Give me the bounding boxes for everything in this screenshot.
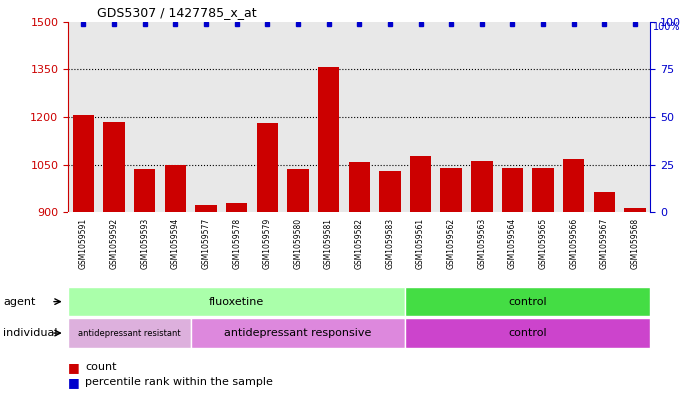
- Text: GSM1059561: GSM1059561: [416, 218, 425, 269]
- Bar: [104, 122, 125, 212]
- Text: GSM1059583: GSM1059583: [385, 218, 394, 269]
- Text: antidepressant resistant: antidepressant resistant: [78, 329, 180, 338]
- Text: 100%: 100%: [653, 22, 681, 31]
- Text: fluoxetine: fluoxetine: [209, 297, 264, 307]
- Text: GDS5307 / 1427785_x_at: GDS5307 / 1427785_x_at: [97, 6, 257, 19]
- Text: percentile rank within the sample: percentile rank within the sample: [85, 377, 273, 387]
- Text: control: control: [509, 328, 547, 338]
- Bar: [405, 287, 650, 316]
- Bar: [410, 156, 431, 212]
- Text: GSM1059568: GSM1059568: [631, 218, 639, 269]
- Bar: [349, 162, 370, 212]
- Text: GSM1059562: GSM1059562: [447, 218, 456, 269]
- Bar: [226, 203, 247, 212]
- Text: count: count: [85, 362, 116, 373]
- Bar: [68, 287, 405, 316]
- Bar: [68, 318, 191, 348]
- Text: GSM1059579: GSM1059579: [263, 218, 272, 269]
- Bar: [624, 208, 646, 212]
- Bar: [471, 161, 492, 212]
- Text: ■: ■: [68, 376, 80, 389]
- Text: GSM1059567: GSM1059567: [600, 218, 609, 269]
- Bar: [287, 169, 308, 212]
- Bar: [191, 318, 405, 348]
- Bar: [318, 67, 339, 212]
- Bar: [563, 159, 584, 212]
- Text: GSM1059591: GSM1059591: [79, 218, 88, 269]
- Bar: [379, 171, 400, 212]
- Text: GSM1059592: GSM1059592: [110, 218, 118, 269]
- Text: control: control: [509, 297, 547, 307]
- Text: GSM1059578: GSM1059578: [232, 218, 241, 269]
- Bar: [502, 168, 523, 212]
- Bar: [195, 205, 217, 212]
- Text: GSM1059577: GSM1059577: [202, 218, 210, 269]
- Text: GSM1059594: GSM1059594: [171, 218, 180, 269]
- Bar: [134, 169, 155, 212]
- Text: GSM1059580: GSM1059580: [294, 218, 302, 269]
- Bar: [441, 168, 462, 212]
- Bar: [533, 168, 554, 212]
- Bar: [73, 115, 94, 212]
- Bar: [405, 318, 650, 348]
- Text: GSM1059565: GSM1059565: [539, 218, 548, 269]
- Text: GSM1059593: GSM1059593: [140, 218, 149, 269]
- Text: GSM1059563: GSM1059563: [477, 218, 486, 269]
- Bar: [257, 123, 278, 212]
- Text: agent: agent: [3, 297, 36, 307]
- Text: GSM1059566: GSM1059566: [569, 218, 578, 269]
- Text: GSM1059582: GSM1059582: [355, 218, 364, 269]
- Bar: [165, 165, 186, 212]
- Bar: [594, 191, 615, 212]
- Text: ■: ■: [68, 361, 80, 374]
- Text: antidepressant responsive: antidepressant responsive: [224, 328, 372, 338]
- Text: GSM1059564: GSM1059564: [508, 218, 517, 269]
- Text: GSM1059581: GSM1059581: [324, 218, 333, 269]
- Text: individual: individual: [3, 328, 58, 338]
